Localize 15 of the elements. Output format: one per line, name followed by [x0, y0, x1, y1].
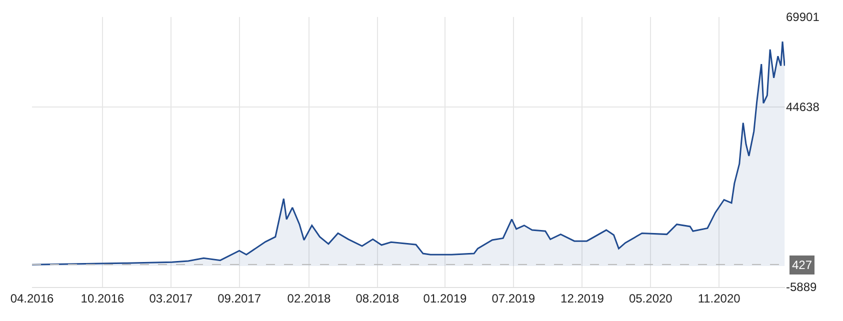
x-tick-label: 01.2019 — [423, 291, 467, 306]
x-tick-label: 11.2020 — [698, 291, 741, 306]
x-tick-label: 07.2019 — [492, 291, 536, 306]
ref-line-label: 427 — [792, 258, 812, 272]
y-tick-label: 44638 — [786, 100, 820, 114]
x-tick-label: 12.2019 — [560, 291, 604, 306]
x-tick-label: 03.2017 — [149, 291, 193, 306]
x-tick-label: 09.2017 — [218, 291, 262, 306]
y-tick-label: -5889 — [786, 280, 818, 294]
x-tick-label: 02.2018 — [287, 291, 331, 306]
y-tick-label: 69901 — [786, 10, 820, 24]
x-tick-label: 04.2016 — [10, 291, 54, 306]
x-tick-label: 08.2018 — [356, 291, 400, 306]
x-tick-label: 05.2020 — [628, 291, 673, 306]
x-tick-label: 10.2016 — [80, 291, 124, 306]
